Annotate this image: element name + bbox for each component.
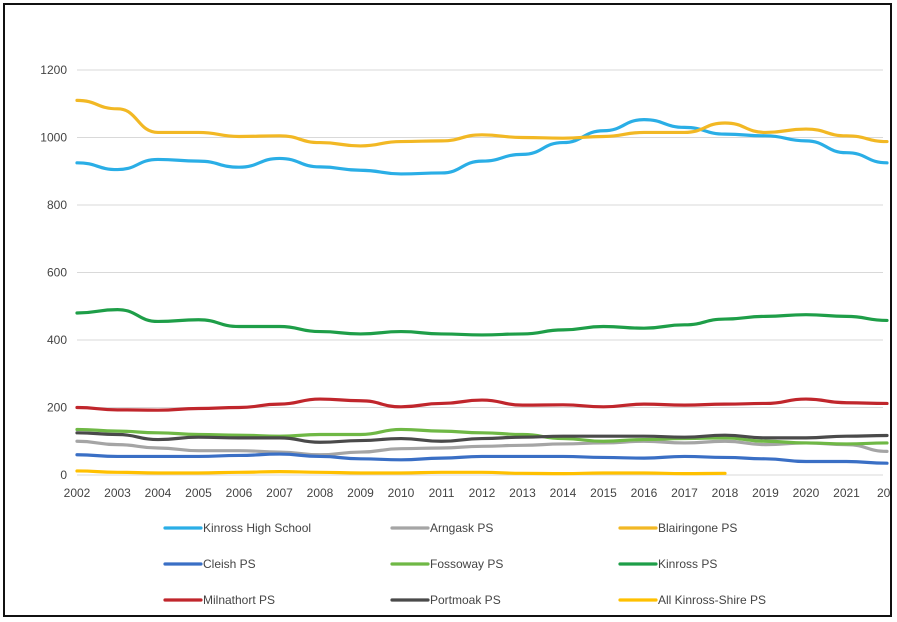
legend-item: Kinross PS: [618, 557, 717, 571]
series-4: [75, 427, 889, 446]
y-axis: 0 200 400 600 800 1000 1200: [40, 63, 67, 482]
x-tick-label: 2021: [833, 486, 860, 500]
legend-label: Kinross PS: [658, 557, 717, 571]
legend-label: Portmoak PS: [430, 593, 501, 607]
series-line: [75, 98, 889, 148]
series-0: [75, 118, 889, 176]
x-tick-label: 2012: [469, 486, 496, 500]
y-tick-label: 800: [47, 198, 67, 212]
series-8: [75, 469, 727, 476]
series-1: [75, 439, 889, 457]
legend-item: Blairingone PS: [618, 521, 737, 535]
x-tick-label: 2006: [226, 486, 253, 500]
legend-label: Kinross High School: [203, 521, 311, 535]
legend-item: Fossoway PS: [390, 557, 503, 571]
legend-label: Milnathort PS: [203, 593, 275, 607]
x-tick-label: 2015: [590, 486, 617, 500]
x-tick-label: 2009: [347, 486, 374, 500]
series-2: [75, 98, 889, 148]
plot-area: [75, 98, 889, 476]
x-tick-label: 2019: [752, 486, 779, 500]
series-7: [75, 431, 889, 444]
x-tick-label: 2018: [712, 486, 739, 500]
x-tick-label: 2011: [429, 486, 455, 500]
series-6: [75, 397, 889, 412]
legend-label: Fossoway PS: [430, 557, 503, 571]
x-tick-label: 2002: [64, 486, 91, 500]
x-axis: 2002 2003 2004 2005 2006 2007 2008 2009 2010 2011…: [64, 486, 890, 500]
x-tick-label: 2014: [550, 486, 577, 500]
x-tick-label: 202: [877, 486, 890, 500]
series-line: [75, 452, 889, 465]
legend-item: Arngask PS: [390, 521, 493, 535]
y-tick-label: 600: [47, 266, 67, 280]
x-tick-label: 2020: [793, 486, 820, 500]
chart-frame: 0 200 400 600 800 1000 1200 2002 2003 2004 2005 20…: [3, 3, 892, 617]
series-line: [75, 427, 889, 446]
x-tick-label: 2003: [104, 486, 131, 500]
series-line: [75, 469, 727, 476]
x-tick-label: 2005: [185, 486, 212, 500]
x-tick-label: 2016: [631, 486, 658, 500]
x-tick-label: 2007: [266, 486, 293, 500]
y-tick-label: 0: [60, 468, 67, 482]
legend-label: Arngask PS: [430, 521, 493, 535]
series-line: [75, 397, 889, 412]
legend-item: Milnathort PS: [163, 593, 275, 607]
legend-item: Cleish PS: [163, 557, 256, 571]
y-tick-label: 1000: [40, 131, 67, 145]
series-3: [75, 452, 889, 465]
series-line: [75, 439, 889, 457]
legend-label: Blairingone PS: [658, 521, 737, 535]
series-line: [75, 431, 889, 444]
x-tick-label: 2017: [671, 486, 698, 500]
x-tick-label: 2013: [509, 486, 536, 500]
series-line: [75, 308, 889, 337]
legend-item: All Kinross-Shire PS: [618, 593, 766, 607]
y-tick-label: 1200: [40, 63, 67, 77]
x-tick-label: 2010: [388, 486, 415, 500]
legend-label: All Kinross-Shire PS: [658, 593, 766, 607]
series-line: [75, 118, 889, 176]
x-tick-label: 2008: [307, 486, 334, 500]
y-tick-label: 400: [47, 333, 67, 347]
legend-item: Portmoak PS: [390, 593, 501, 607]
legend-label: Cleish PS: [203, 557, 256, 571]
legend: Kinross High School Arngask PS Blairingone…: [163, 521, 766, 607]
series-5: [75, 308, 889, 337]
y-tick-label: 200: [47, 401, 67, 415]
legend-item: Kinross High School: [163, 521, 311, 535]
x-tick-label: 2004: [145, 486, 172, 500]
